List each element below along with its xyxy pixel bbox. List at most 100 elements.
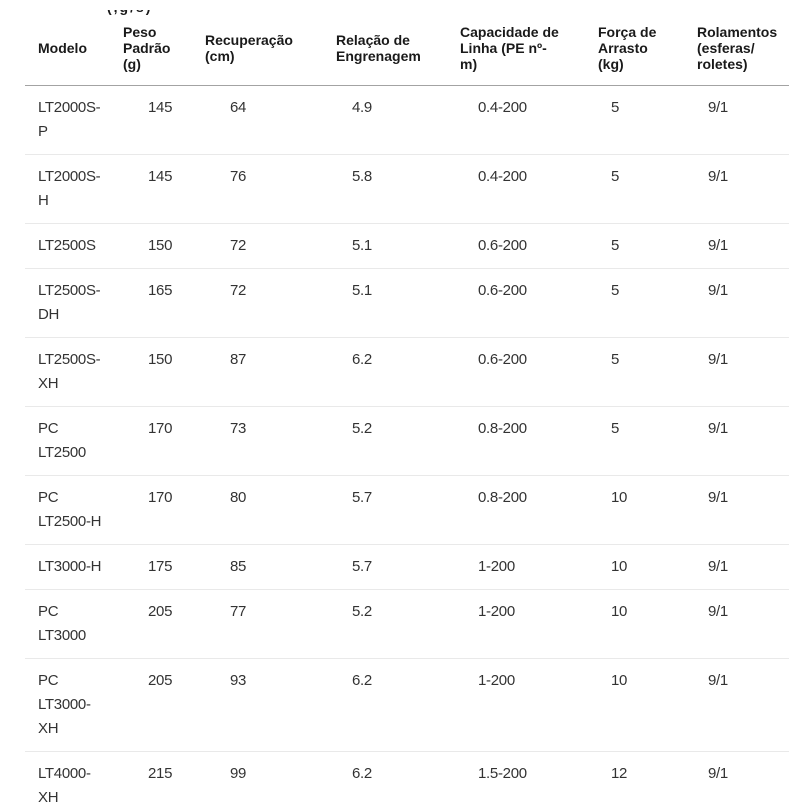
cell-recuperacao: 72 <box>192 268 323 338</box>
cell-capacidade: 0.6-200 <box>447 223 585 269</box>
cell-recuperacao: 77 <box>192 589 323 659</box>
cell-relacao: 5.2 <box>323 406 447 476</box>
table-row: PC LT2500-H 170 80 5.7 0.8-200 10 9/1 <box>25 475 789 545</box>
cell-peso: 150 <box>110 337 192 407</box>
cell-forca: 10 <box>585 658 684 752</box>
cell-forca: 10 <box>585 544 684 590</box>
cell-modelo: PC LT3000- XH <box>25 658 110 752</box>
cell-relacao: 6.2 <box>323 658 447 752</box>
clipped-text-fragment: (,g/s) <box>107 10 247 17</box>
cell-forca: 12 <box>585 751 684 808</box>
cell-forca: 5 <box>585 406 684 476</box>
cell-relacao: 5.1 <box>323 268 447 338</box>
cell-rolamentos: 9/1 <box>684 751 789 808</box>
table-row: LT2000S-P 145 64 4.9 0.4-200 5 9/1 <box>25 85 789 155</box>
cell-modelo: PC LT3000 <box>25 589 110 659</box>
column-header-modelo: Modelo <box>25 10 110 86</box>
cell-capacidade: 0.8-200 <box>447 475 585 545</box>
cell-rolamentos: 9/1 <box>684 658 789 752</box>
cell-capacidade: 1-200 <box>447 544 585 590</box>
cell-peso: 215 <box>110 751 192 808</box>
table-row: LT2500S 150 72 5.1 0.6-200 5 9/1 <box>25 223 789 269</box>
table-row: LT2500S- XH 150 87 6.2 0.6-200 5 9/1 <box>25 337 789 407</box>
cell-rolamentos: 9/1 <box>684 337 789 407</box>
cell-rolamentos: 9/1 <box>684 544 789 590</box>
cell-recuperacao: 72 <box>192 223 323 269</box>
cell-modelo: PC LT2500-H <box>25 475 110 545</box>
cell-recuperacao: 80 <box>192 475 323 545</box>
cell-rolamentos: 9/1 <box>684 475 789 545</box>
cell-relacao: 6.2 <box>323 751 447 808</box>
cell-capacidade: 0.8-200 <box>447 406 585 476</box>
cell-relacao: 5.1 <box>323 223 447 269</box>
cell-relacao: 4.9 <box>323 85 447 155</box>
table-row: LT4000- XH 215 99 6.2 1.5-200 12 9/1 <box>25 751 789 808</box>
cell-rolamentos: 9/1 <box>684 223 789 269</box>
cell-rolamentos: 9/1 <box>684 406 789 476</box>
table-row: PC LT3000- XH 205 93 6.2 1-200 10 9/1 <box>25 658 789 752</box>
cell-rolamentos: 9/1 <box>684 85 789 155</box>
cell-rolamentos: 9/1 <box>684 589 789 659</box>
cell-modelo: LT3000-H <box>25 544 110 590</box>
cell-peso: 145 <box>110 154 192 224</box>
column-header-relacao-engrenagem: Relação de Engrenagem <box>323 10 447 86</box>
cell-recuperacao: 87 <box>192 337 323 407</box>
column-header-recuperacao: Recuperação (cm) <box>192 10 323 86</box>
cell-relacao: 5.2 <box>323 589 447 659</box>
cell-peso: 165 <box>110 268 192 338</box>
column-header-rolamentos: Rolamentos (esferas/ roletes) <box>684 10 789 86</box>
cell-recuperacao: 99 <box>192 751 323 808</box>
cell-peso: 170 <box>110 475 192 545</box>
cell-modelo: LT2000S- H <box>25 154 110 224</box>
cell-recuperacao: 76 <box>192 154 323 224</box>
table-row: LT2000S- H 145 76 5.8 0.4-200 5 9/1 <box>25 154 789 224</box>
cell-recuperacao: 93 <box>192 658 323 752</box>
cell-recuperacao: 85 <box>192 544 323 590</box>
cell-forca: 5 <box>585 85 684 155</box>
column-header-peso-padrao: Peso Padrão (g) <box>110 10 192 86</box>
table-header: Modelo Peso Padrão (g) Recuperação (cm) … <box>25 10 789 86</box>
table-row: LT2500S- DH 165 72 5.1 0.6-200 5 9/1 <box>25 268 789 338</box>
cell-forca: 10 <box>585 589 684 659</box>
cell-capacidade: 1.5-200 <box>447 751 585 808</box>
cell-peso: 205 <box>110 658 192 752</box>
cell-forca: 5 <box>585 337 684 407</box>
cell-modelo: LT4000- XH <box>25 751 110 808</box>
column-header-forca-arrasto: Força de Arrasto (kg) <box>585 10 684 86</box>
cell-capacidade: 1-200 <box>447 658 585 752</box>
cell-peso: 170 <box>110 406 192 476</box>
cell-recuperacao: 73 <box>192 406 323 476</box>
cell-forca: 5 <box>585 154 684 224</box>
cell-relacao: 5.7 <box>323 544 447 590</box>
cell-modelo: LT2500S <box>25 223 110 269</box>
cell-rolamentos: 9/1 <box>684 154 789 224</box>
cell-modelo: LT2000S-P <box>25 85 110 155</box>
table-body: LT2000S-P 145 64 4.9 0.4-200 5 9/1 LT200… <box>25 85 789 808</box>
cell-peso: 175 <box>110 544 192 590</box>
cell-capacidade: 1-200 <box>447 589 585 659</box>
column-header-capacidade-linha: Capacidade de Linha (PE nº- m) <box>447 10 585 86</box>
cell-peso: 205 <box>110 589 192 659</box>
cell-capacidade: 0.6-200 <box>447 268 585 338</box>
header-row: Modelo Peso Padrão (g) Recuperação (cm) … <box>25 10 789 86</box>
cell-peso: 150 <box>110 223 192 269</box>
cell-relacao: 5.7 <box>323 475 447 545</box>
cell-rolamentos: 9/1 <box>684 268 789 338</box>
cell-recuperacao: 64 <box>192 85 323 155</box>
cell-modelo: LT2500S- DH <box>25 268 110 338</box>
cell-forca: 5 <box>585 223 684 269</box>
reel-specs-table: Modelo Peso Padrão (g) Recuperação (cm) … <box>25 10 789 808</box>
table-row: LT3000-H 175 85 5.7 1-200 10 9/1 <box>25 544 789 590</box>
cell-peso: 145 <box>110 85 192 155</box>
cell-modelo: LT2500S- XH <box>25 337 110 407</box>
table-row: PC LT3000 205 77 5.2 1-200 10 9/1 <box>25 589 789 659</box>
table-row: PC LT2500 170 73 5.2 0.8-200 5 9/1 <box>25 406 789 476</box>
cell-relacao: 5.8 <box>323 154 447 224</box>
cell-forca: 5 <box>585 268 684 338</box>
cell-capacidade: 0.6-200 <box>447 337 585 407</box>
cell-forca: 10 <box>585 475 684 545</box>
cell-relacao: 6.2 <box>323 337 447 407</box>
cell-modelo: PC LT2500 <box>25 406 110 476</box>
cell-capacidade: 0.4-200 <box>447 154 585 224</box>
cell-capacidade: 0.4-200 <box>447 85 585 155</box>
